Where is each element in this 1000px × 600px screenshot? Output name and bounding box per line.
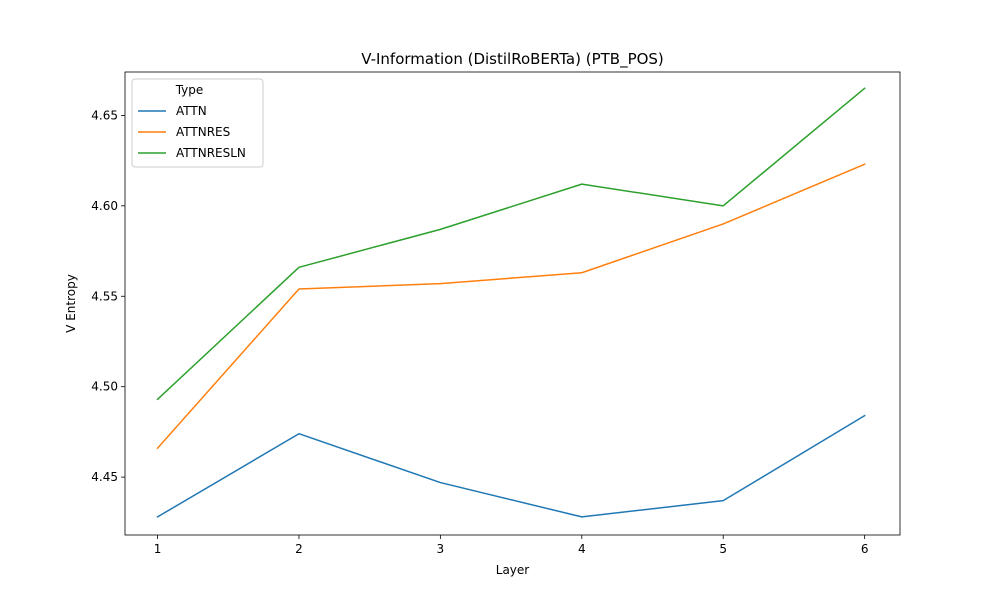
series-line-attn bbox=[156, 414, 866, 518]
x-tick-label: 4 bbox=[578, 542, 586, 556]
axes-frame bbox=[124, 71, 901, 536]
y-tick-label: 4.55 bbox=[91, 289, 118, 303]
legend-title: Type bbox=[175, 83, 204, 97]
y-tick-label: 4.50 bbox=[91, 380, 118, 394]
y-tick-label: 4.45 bbox=[91, 470, 118, 484]
chart-title: V-Information (DistilRoBERTa) (PTB_POS) bbox=[361, 50, 664, 69]
x-tick-label: 1 bbox=[154, 542, 162, 556]
plot-area: 1 2 3 4 5 6 4.45 4.50 4.55 4.60 4.65 bbox=[91, 71, 901, 556]
x-tick-label: 6 bbox=[861, 542, 869, 556]
legend-entry-attnres: ATTNRES bbox=[176, 125, 230, 139]
x-tick-label: 5 bbox=[719, 542, 727, 556]
y-tick-label: 4.60 bbox=[91, 199, 118, 213]
legend: Type ATTN ATTNRES ATTNRESLN bbox=[131, 78, 264, 168]
legend-entry-attnresln: ATTNRESLN bbox=[176, 146, 246, 160]
series-line-attnresln bbox=[156, 87, 866, 401]
x-tick-label: 3 bbox=[437, 542, 445, 556]
y-axis-label: V Entropy bbox=[64, 274, 78, 333]
series-line-attnres bbox=[156, 163, 866, 450]
legend-box bbox=[131, 78, 264, 168]
legend-entry-attn: ATTN bbox=[176, 104, 207, 118]
x-axis-label: Layer bbox=[496, 563, 530, 577]
x-tick-label: 2 bbox=[295, 542, 303, 556]
y-tick-label: 4.65 bbox=[91, 108, 118, 122]
